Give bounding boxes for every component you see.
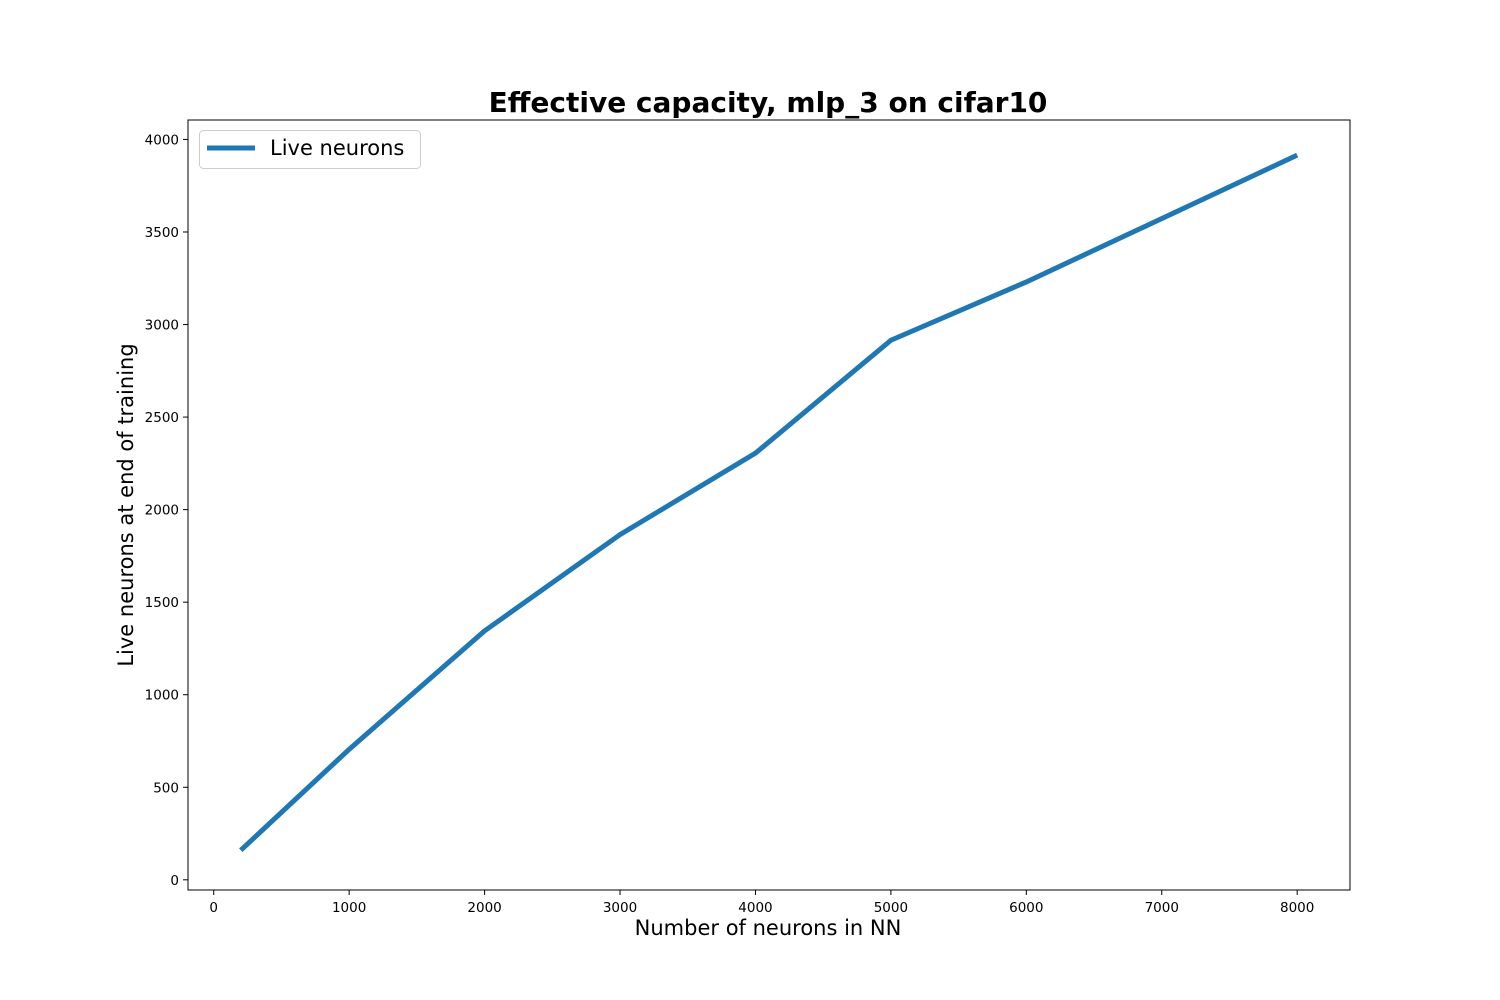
x-tick-label: 7000 (1145, 900, 1179, 916)
y-tick-label: 1000 (145, 688, 179, 704)
y-tick-label: 500 (153, 780, 179, 796)
y-tick-label: 1500 (145, 595, 179, 611)
y-tick-label: 2000 (145, 503, 179, 519)
data-point (347, 747, 352, 752)
chart-title: Effective capacity, mlp_3 on cifar10 (489, 86, 1048, 119)
x-tick-label: 8000 (1280, 900, 1314, 916)
y-tick-label: 2500 (145, 410, 179, 426)
y-tick-label: 0 (170, 873, 179, 889)
legend-box (199, 130, 421, 169)
data-point (482, 628, 487, 633)
y-tick-label: 4000 (145, 132, 179, 148)
x-tick-label: 1000 (332, 900, 366, 916)
x-axis-ticks: 0 1000 2000 3000 4000 5000 6000 7000 8000 (209, 890, 1314, 916)
x-axis-label: Number of neurons in NN (635, 916, 902, 940)
x-tick-label: 3000 (603, 900, 637, 916)
data-point (238, 848, 243, 853)
y-axis-label: Live neurons at end of training (114, 343, 138, 666)
x-tick-label: 6000 (1009, 900, 1043, 916)
data-point (1024, 279, 1029, 284)
y-tick-label: 3000 (145, 318, 179, 334)
x-tick-label: 0 (209, 900, 218, 916)
legend-label-live-neurons: Live neurons (270, 136, 404, 160)
x-tick-label: 5000 (874, 900, 908, 916)
data-point (888, 338, 893, 343)
data-point (618, 532, 623, 537)
plot-data-group (238, 152, 1300, 853)
y-axis-ticks: 0 500 1000 1500 2000 2500 3000 3500 4000 (145, 132, 188, 889)
legend: Live neurons (199, 130, 421, 169)
y-tick-label: 3500 (145, 225, 179, 241)
x-tick-label: 2000 (467, 900, 501, 916)
data-point (1295, 153, 1300, 158)
x-tick-label: 4000 (738, 900, 772, 916)
plot-frame (187, 119, 1351, 891)
series-line-live-neurons (239, 152, 1299, 853)
data-point (753, 451, 758, 456)
